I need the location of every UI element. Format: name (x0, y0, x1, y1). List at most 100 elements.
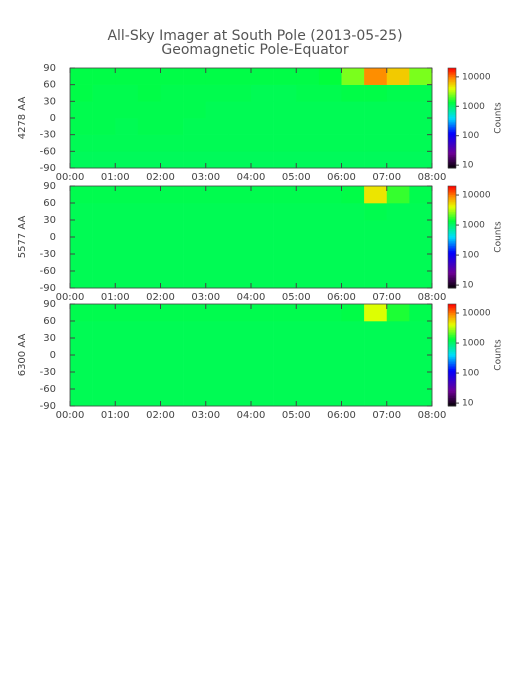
heat-cell (137, 304, 161, 322)
heat-cell (386, 101, 410, 119)
heat-cell (273, 186, 297, 204)
colorbar-swatch (448, 73, 456, 76)
colorbar-swatch (448, 394, 456, 397)
heat-cell (92, 271, 116, 289)
x-tick-label: 01:00 (101, 172, 130, 183)
heat-cell (70, 355, 93, 373)
heat-cell (364, 338, 388, 356)
y-tick-label: -60 (40, 266, 56, 277)
heat-cell (409, 118, 433, 135)
colorbar-swatch (448, 89, 456, 92)
heat-cell (92, 134, 116, 152)
colorbar-swatch (448, 94, 456, 97)
heat-cell (92, 372, 116, 390)
heat-cell (70, 84, 93, 102)
colorbar-frame (447, 185, 457, 289)
colorbar-swatch (448, 74, 456, 77)
heat-cell (115, 389, 139, 407)
x-tick-label: 06:00 (327, 292, 356, 303)
colorbar-swatch (448, 240, 456, 243)
colorbar-swatch (448, 79, 456, 82)
heat-cell (70, 338, 93, 356)
heat-cell (115, 203, 139, 221)
heat-cell (160, 118, 184, 135)
colorbar-swatch (448, 351, 456, 354)
colorbar-tick-label: 10000 (462, 309, 491, 319)
x-tick-label: 06:00 (327, 410, 356, 421)
heat-cell (364, 372, 388, 390)
heat-cell (137, 118, 161, 135)
heat-cell (115, 321, 139, 339)
heat-cell (273, 151, 297, 169)
heat-cell (296, 271, 320, 289)
heat-cell (228, 151, 252, 169)
heat-cell (318, 321, 342, 339)
y-tick-label: 60 (43, 198, 56, 209)
colorbar-swatch (448, 277, 456, 280)
colorbar-swatch (448, 353, 456, 356)
colorbar-swatch (448, 304, 456, 307)
colorbar-swatch (448, 81, 456, 84)
heat-cell (92, 237, 116, 255)
heat-cell (137, 237, 161, 255)
heat-cell (205, 134, 229, 152)
colorbar-swatch (448, 161, 456, 164)
colorbar-swatch (448, 88, 456, 91)
y-tick-label: 90 (43, 63, 56, 74)
heat-cell (341, 203, 365, 221)
colorbar-swatch (448, 164, 456, 167)
colorbar-swatch (448, 309, 456, 312)
heat-cell (296, 355, 320, 373)
colorbar-swatch (448, 144, 456, 147)
heat-cell (160, 254, 184, 272)
colorbar-swatch (448, 348, 456, 351)
heat-cell (137, 321, 161, 339)
colorbar-swatch (448, 356, 456, 359)
colorbar-swatch (448, 206, 456, 209)
colorbar-swatch (448, 133, 456, 136)
y-tick-label: 30 (43, 215, 56, 226)
colorbar-tick-label: 10 (462, 161, 474, 171)
heat-cell (92, 220, 116, 238)
heat-cell (273, 338, 297, 356)
colorbar-swatch (448, 319, 456, 322)
heat-cell (273, 389, 297, 407)
heat-cell (205, 321, 229, 339)
heat-cell (92, 338, 116, 356)
colorbar-swatch (448, 103, 456, 106)
heat-cell (205, 254, 229, 272)
heat-cell (386, 186, 410, 204)
colorbar-swatch (448, 109, 456, 112)
colorbar-swatch (448, 197, 456, 201)
colorbar-swatch (448, 123, 456, 126)
y-tick-label: 90 (43, 181, 56, 192)
heat-cell (228, 372, 252, 390)
x-tick-label: 03:00 (191, 172, 220, 183)
heat-cell (251, 389, 274, 407)
heat-cell (409, 203, 433, 221)
colorbar-swatch (448, 141, 456, 144)
colorbar-swatch (448, 106, 456, 109)
heat-cell (409, 271, 433, 289)
heat-cell (183, 372, 207, 390)
heat-cell (251, 271, 274, 289)
heat-cell (115, 220, 139, 238)
colorbar-swatch (448, 339, 456, 342)
colorbar-swatch (448, 250, 456, 253)
colorbar-swatch (448, 382, 456, 385)
colorbar-swatch (448, 271, 456, 274)
heat-cell (205, 68, 229, 85)
heat-cell (386, 338, 410, 356)
colorbar-swatch (448, 385, 456, 388)
colorbar-swatch (448, 378, 456, 381)
colorbar-label: Counts (494, 339, 504, 371)
heat-cell (341, 271, 365, 289)
heat-cell (341, 237, 365, 255)
heat-cell (251, 151, 274, 169)
colorbar-swatch (448, 264, 456, 267)
colorbar-swatch (448, 121, 456, 124)
colorbar-swatch (448, 96, 456, 99)
colorbar-tick-label: 10000 (462, 72, 491, 82)
heat-cell (115, 186, 139, 204)
heat-cell (296, 134, 320, 152)
